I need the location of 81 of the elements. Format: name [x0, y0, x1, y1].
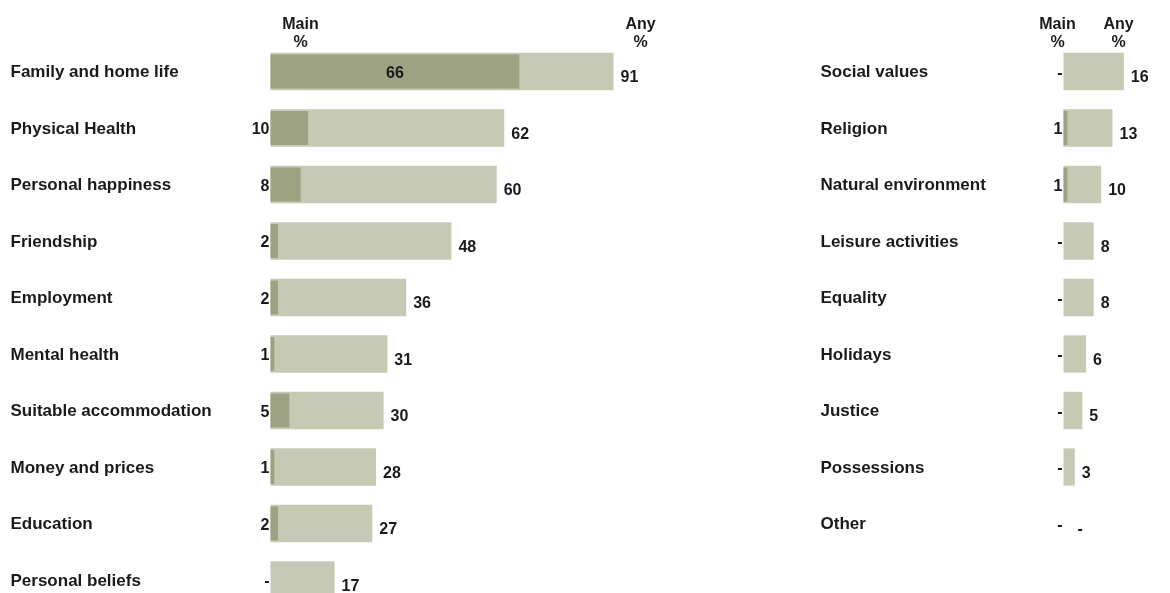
bar — [270, 280, 279, 315]
data-label: 62 — [511, 124, 530, 142]
data-label: - — [264, 572, 270, 589]
data-label: 5 — [1089, 407, 1099, 425]
bar — [270, 54, 520, 89]
data-label: - — [1057, 346, 1063, 363]
y-tick-label: Justice — [820, 401, 880, 420]
data-label: - — [1057, 459, 1063, 476]
data-label: 10 — [1108, 181, 1127, 199]
data-label: - — [1057, 289, 1063, 307]
y-tick-label: Social values — [820, 62, 929, 81]
bar — [270, 335, 388, 373]
bar — [270, 393, 290, 428]
data-label: - — [1057, 233, 1063, 250]
annotation: Any % — [1103, 14, 1134, 51]
bar — [1063, 165, 1102, 204]
bar — [270, 448, 377, 486]
y-tick-label: Mental health — [10, 344, 120, 364]
bar — [270, 506, 279, 541]
data-label: 10 — [251, 120, 270, 137]
data-label: 91 — [620, 68, 639, 86]
data-label: 8 — [260, 176, 270, 194]
bar — [1063, 278, 1094, 317]
bar — [270, 224, 279, 258]
y-tick-label: Possessions — [820, 457, 925, 477]
y-tick-label: Physical Health — [10, 118, 137, 138]
data-label: 2 — [260, 289, 270, 307]
bar — [270, 504, 373, 543]
data-label: 17 — [341, 576, 360, 593]
data-label: 2 — [260, 515, 270, 533]
y-tick-label: Suitable accommodation — [10, 401, 212, 420]
data-label: 8 — [1100, 294, 1110, 312]
data-label: 31 — [394, 350, 413, 368]
y-tick-label: Holidays — [820, 344, 892, 364]
bar — [270, 167, 301, 202]
bar — [270, 278, 407, 317]
data-label: 6 — [1093, 350, 1103, 368]
bar — [1063, 335, 1087, 373]
data-label: 1 — [1053, 176, 1063, 194]
bar — [1063, 448, 1075, 486]
bar — [1063, 391, 1083, 430]
data-label: 16 — [1130, 68, 1149, 86]
data-label: - — [1057, 515, 1063, 533]
bar — [270, 222, 452, 260]
y-tick-label: Natural environment — [820, 175, 987, 194]
data-label: 36 — [413, 294, 432, 312]
bar — [1063, 222, 1094, 260]
y-tick-label: Employment — [10, 288, 113, 307]
data-label: - — [1057, 402, 1063, 420]
bar — [1063, 52, 1124, 91]
y-tick-label: Education — [10, 514, 93, 533]
y-tick-label: Leisure activities — [820, 231, 959, 251]
y-tick-label: Personal happiness — [10, 175, 172, 194]
data-label: 60 — [503, 181, 522, 199]
annotation: Main % — [282, 14, 319, 51]
y-tick-label: Money and prices — [10, 457, 155, 477]
data-label: 28 — [383, 463, 401, 481]
data-label: - — [1057, 63, 1063, 81]
data-label: 66 — [386, 63, 404, 81]
bar — [1063, 109, 1113, 147]
data-label: 48 — [458, 237, 477, 255]
data-label: 1 — [1053, 120, 1063, 137]
y-tick-label: Other — [820, 514, 867, 533]
data-label: 13 — [1119, 124, 1138, 142]
data-label: - — [1077, 520, 1083, 538]
y-tick-label: Personal beliefs — [10, 570, 141, 590]
y-tick-label: Religion — [820, 118, 888, 138]
data-label: 1 — [260, 346, 270, 363]
annotation: Main % — [1039, 14, 1076, 51]
data-label: 30 — [390, 407, 409, 425]
y-tick-label: Friendship — [10, 231, 98, 251]
data-label: 5 — [260, 402, 270, 420]
text: Any % — [625, 14, 656, 51]
data-label: 1 — [260, 459, 270, 476]
y-tick-label: Family and home life — [10, 62, 179, 81]
y-tick-label: Equality — [820, 288, 888, 307]
bar — [270, 111, 309, 145]
data-label: 8 — [1100, 237, 1110, 255]
data-label: 27 — [379, 520, 398, 538]
data-label: 2 — [260, 233, 270, 250]
data-label: 3 — [1081, 463, 1091, 481]
